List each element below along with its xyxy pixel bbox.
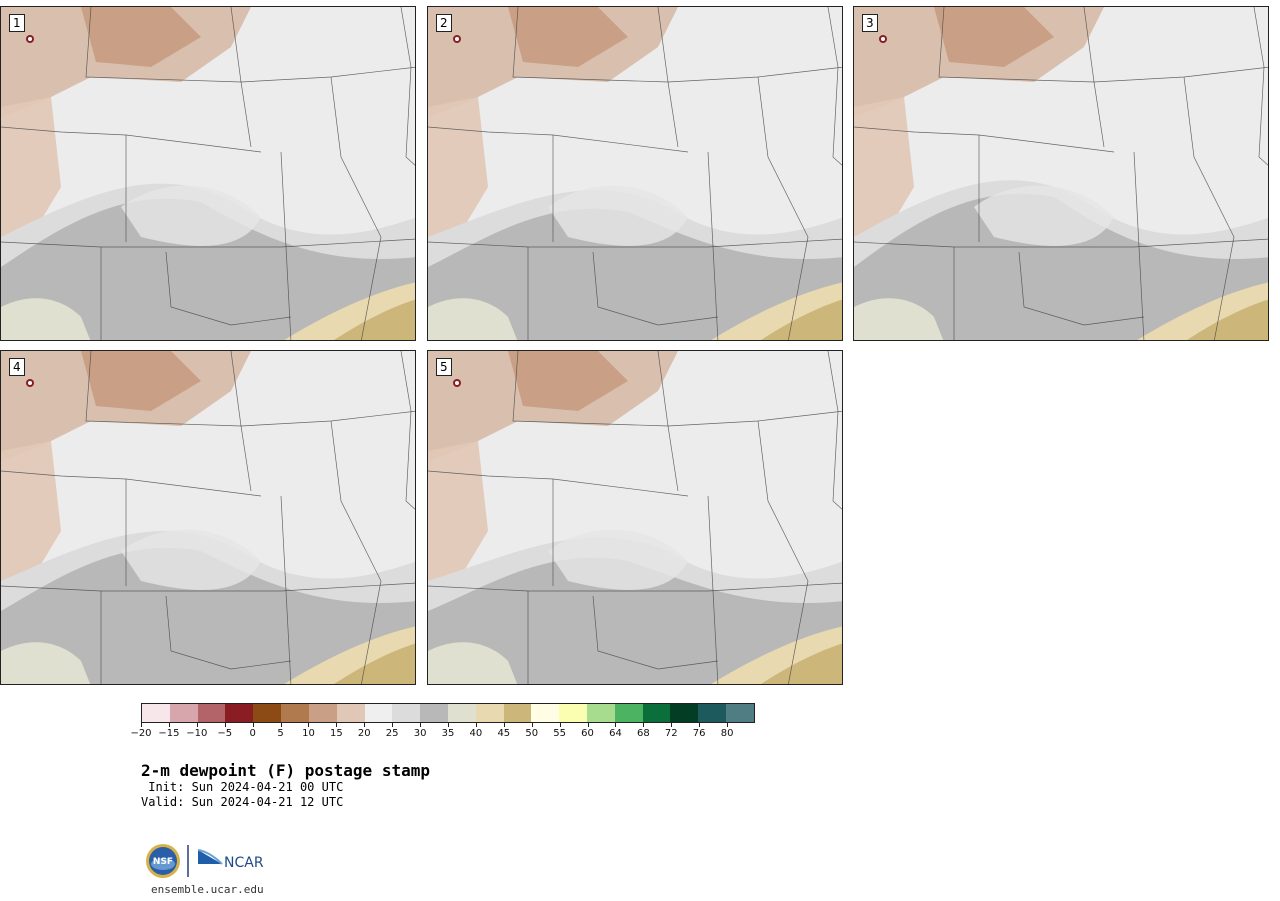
colorbar-tick-label: 50: [525, 728, 539, 739]
colorbar-tick-mark: [475, 723, 477, 727]
valid-time: Valid: Sun 2024-04-21 12 UTC: [141, 795, 344, 809]
colorbar-tick-mark: [727, 723, 729, 727]
colorbar-tick-mark: [308, 723, 310, 727]
colorbar-tick-label: −10: [186, 728, 208, 739]
colorbar-tick-label: −20: [130, 728, 152, 739]
colorbar-swatch-7: [336, 704, 365, 722]
colorbar-tick-mark: [531, 723, 533, 727]
colorbar-tick-label: 10: [302, 728, 315, 739]
colorbar-tick-mark: [168, 723, 170, 727]
colorbar-tick-label: 45: [497, 728, 511, 739]
website-url: ensemble.ucar.edu: [151, 883, 264, 896]
dewpoint-map-5: [428, 351, 842, 684]
colorbar-tick-mark: [336, 723, 338, 727]
colorbar-tick-mark: [671, 723, 673, 727]
colorbar-tick-mark: [280, 723, 282, 727]
colorbar-tick-label: 35: [441, 728, 455, 739]
colorbar-swatch-16: [587, 704, 615, 722]
dewpoint-map-1: [1, 7, 415, 340]
colorbar-tick-label: 76: [692, 728, 706, 739]
colorbar-tick-mark: [252, 723, 254, 727]
colorbar-tick-label: 72: [664, 728, 678, 739]
colorbar-swatch-9: [392, 704, 421, 722]
colorbar-swatch-3: [225, 704, 254, 722]
colorbar-tick-label: 5: [277, 728, 284, 739]
colorbar-swatch-8: [364, 704, 393, 722]
stamp-panel-4: 4: [0, 350, 416, 685]
colorbar-swatch-10: [420, 704, 448, 722]
colorbar-swatch-12: [475, 704, 504, 722]
colorbar-tick-label: 80: [720, 728, 734, 739]
colorbar-tick-mark: [364, 723, 366, 727]
colorbar-tick-label: 15: [329, 728, 343, 739]
colorbar-tick-mark: [503, 723, 505, 727]
colorbar-swatch-13: [503, 704, 532, 722]
stamp-panel-1: 1: [0, 6, 416, 341]
plot-title: 2-m dewpoint (F) postage stamp: [141, 761, 430, 780]
colorbar-tick-mark: [448, 723, 449, 727]
colorbar-swatch-15: [559, 704, 587, 722]
colorbar-tick-mark: [141, 723, 142, 727]
colorbar-tick-mark: [224, 723, 226, 727]
colorbar-swatch-19: [670, 704, 699, 722]
colorbar-swatch-21: [726, 704, 754, 722]
stamp-panel-3: 3: [853, 6, 1269, 341]
colorbar-swatch-11: [447, 704, 476, 722]
colorbar-tick-mark: [392, 723, 394, 727]
colorbar-ticks: −20 −15 −10 −5 0 5 10 15 20 25 30 35 40 45 50 55 60 64 68 7…: [130, 723, 755, 743]
colorbar-swatch-4: [253, 704, 282, 722]
colorbar-swatch-20: [698, 704, 727, 722]
colorbar-swatch-2: [197, 704, 226, 722]
colorbar-tick-mark: [643, 723, 645, 727]
nsf-seal-icon: NSF: [146, 844, 180, 878]
svg-text:NSF: NSF: [153, 857, 173, 867]
init-time: Init: Sun 2024-04-21 00 UTC: [141, 780, 344, 794]
colorbar-swatch-6: [308, 704, 337, 722]
colorbar-tick-label: −15: [158, 728, 180, 739]
colorbar-tick-label: 25: [385, 728, 399, 739]
colorbar-tick-label: 64: [609, 728, 622, 739]
stamp-panel-2: 2: [427, 6, 843, 341]
dewpoint-map-3: [854, 7, 1268, 340]
colorbar-tick-label: 55: [553, 728, 566, 739]
colorbar-tick-label: 68: [636, 728, 650, 739]
colorbar-swatch-0: [142, 704, 170, 722]
colorbar-swatch-17: [614, 704, 643, 722]
ncar-logo-icon: NCAR: [197, 849, 264, 871]
colorbar-tick-mark: [615, 723, 617, 727]
colorbar-tick-mark: [196, 723, 198, 727]
panel-number-4: 4: [9, 358, 25, 376]
colorbar-swatch-14: [531, 704, 560, 722]
colorbar: [141, 703, 755, 723]
colorbar-swatch-18: [642, 704, 671, 722]
stamp-panel-5: 5: [427, 350, 843, 685]
colorbar-tick-label: 20: [357, 728, 371, 739]
dewpoint-map-4: [1, 351, 415, 684]
panel-number-1: 1: [9, 14, 25, 32]
colorbar-tick-label: 40: [469, 728, 483, 739]
colorbar-tick-label: 30: [413, 728, 427, 739]
panel-number-5: 5: [436, 358, 452, 376]
panel-number-3: 3: [862, 14, 878, 32]
colorbar-tick-mark: [559, 723, 561, 727]
colorbar-tick-mark: [420, 723, 422, 727]
colorbar-swatch-1: [169, 704, 198, 722]
dewpoint-map-2: [428, 7, 842, 340]
panel-number-2: 2: [436, 14, 452, 32]
colorbar-tick-mark: [587, 723, 589, 727]
colorbar-tick-label: 60: [581, 728, 594, 739]
colorbar-tick-label: −5: [217, 728, 233, 739]
colorbar-tick-mark: [699, 723, 701, 727]
nsf-ncar-logo: NSF NCAR: [146, 844, 264, 878]
colorbar-tick-label: 0: [249, 728, 256, 739]
colorbar-swatch-5: [281, 704, 309, 722]
svg-text:NCAR: NCAR: [224, 855, 264, 871]
